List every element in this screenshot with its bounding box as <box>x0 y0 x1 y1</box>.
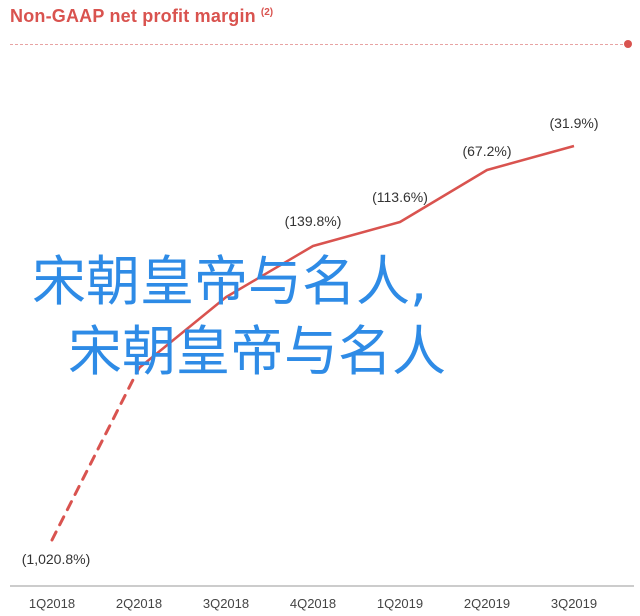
data-label-3Q2019: (31.9%) <box>549 115 598 131</box>
chart-title-footnote: (2) <box>260 7 274 18</box>
x-tick-label: 3Q2019 <box>551 596 597 611</box>
x-tick-label: 2Q2019 <box>464 596 510 611</box>
series-line-solid <box>138 144 575 369</box>
data-label-2Q2019: (67.2%) <box>462 143 511 159</box>
data-label-4Q2018: (139.8%) <box>285 213 342 229</box>
title-divider <box>10 44 628 45</box>
x-tick-label: 2Q2018 <box>116 596 162 611</box>
data-label-1Q2019: (113.6%) <box>372 189 428 205</box>
chart-title: Non-GAAP net profit margin <box>10 6 256 26</box>
series-line-dashed-segment <box>50 366 141 542</box>
x-tick-label: 1Q2018 <box>29 596 75 611</box>
chart-title-row: Non-GAAP net profit margin (2) <box>10 6 273 27</box>
x-tick-label: 4Q2018 <box>290 596 336 611</box>
x-tick-label: 3Q2018 <box>203 596 249 611</box>
data-label-1Q2018: (1,020.8%) <box>22 551 90 567</box>
title-divider-dot <box>624 40 632 48</box>
x-tick-label: 1Q2019 <box>377 596 423 611</box>
